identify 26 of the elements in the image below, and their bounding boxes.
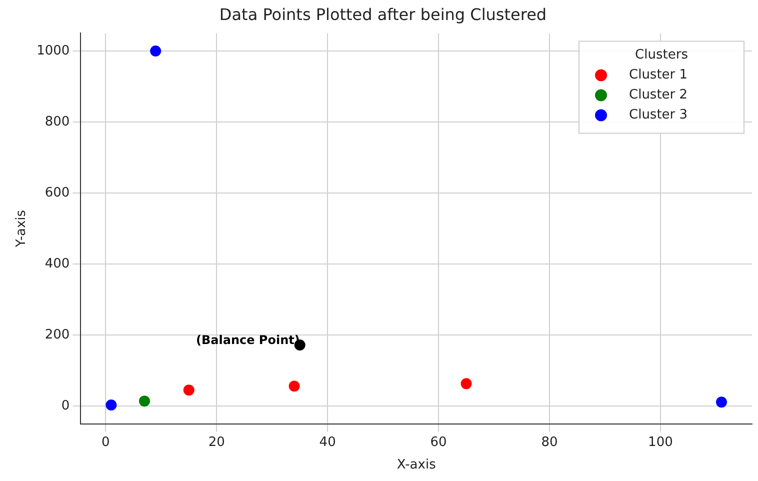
legend-label: Cluster 3: [629, 108, 688, 123]
point: [138, 396, 150, 407]
point: [716, 396, 727, 408]
point: [106, 399, 117, 410]
legend-label: Cluster 2: [629, 88, 688, 103]
y-tick-label: 800: [44, 114, 70, 130]
chart-title: Data Points Plotted after being Clustered: [219, 4, 547, 24]
x-axis-title: X-axis: [396, 458, 436, 473]
legend-label: Cluster 1: [629, 68, 688, 83]
point: [150, 45, 162, 56]
y-tick-label: 600: [44, 185, 70, 200]
y-axis-title: Y-axis: [14, 210, 30, 248]
y-tick-label: 200: [44, 327, 70, 342]
legend-title: Clusters: [635, 48, 688, 63]
y-tick-label: 0: [61, 398, 70, 414]
x-tick-label: 80: [541, 434, 558, 450]
x-tick-label: 0: [102, 434, 110, 450]
x-tick-label: 100: [648, 434, 673, 450]
x-tick-label: 20: [208, 434, 225, 450]
point: [460, 378, 472, 390]
point: [183, 384, 194, 396]
x-tick-label: 40: [319, 434, 336, 450]
point: [288, 380, 300, 392]
y-tick-label: 1000: [36, 43, 70, 58]
y-tick-label: 400: [44, 256, 70, 272]
x-tick-label: 60: [430, 434, 447, 450]
